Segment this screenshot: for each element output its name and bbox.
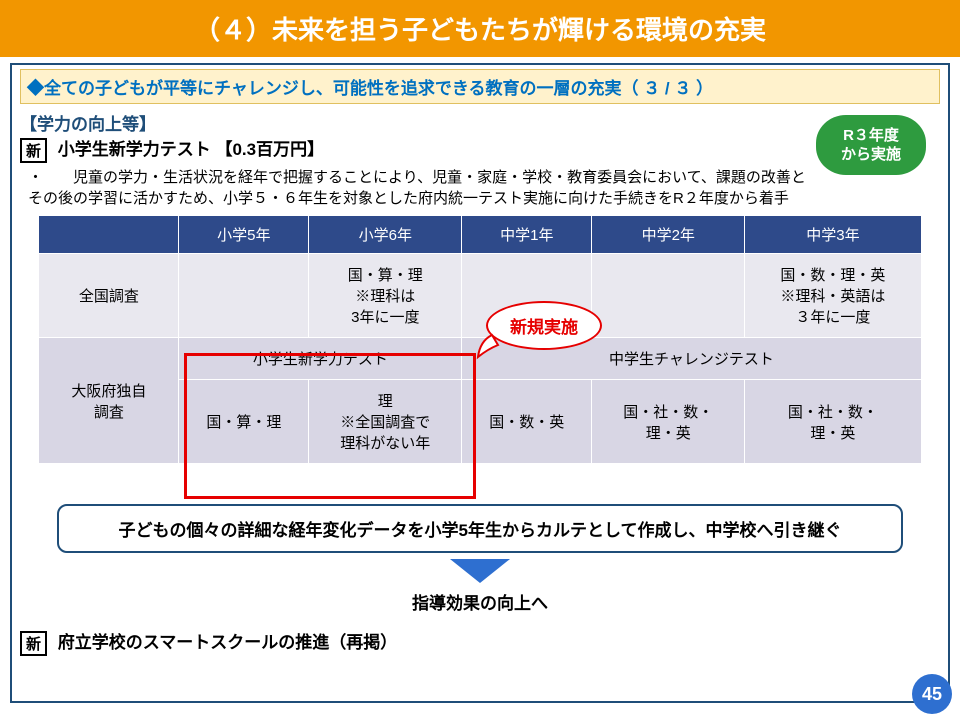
th-j2: 中学2年 bbox=[592, 216, 745, 254]
cell bbox=[179, 254, 309, 338]
down-arrow-icon bbox=[450, 559, 510, 583]
table-row-national: 全国調査 国・算・理※理科は3年に一度 国・数・理・英※理科・英語は３年に一度 bbox=[39, 254, 921, 338]
cell: 国・算・理※理科は3年に一度 bbox=[309, 254, 462, 338]
main-container: ◆全ての子どもが平等にチャレンジし、可能性を追求できる教育の一層の充実（ ３ /… bbox=[10, 63, 950, 703]
cell: 国・算・理 bbox=[179, 380, 309, 464]
cell: 国・数・理・英※理科・英語は３年に一度 bbox=[745, 254, 921, 338]
cell-osaka-label: 大阪府独自調査 bbox=[39, 338, 179, 464]
cell: 理※全国調査で理科がない年 bbox=[309, 380, 462, 464]
bottom-message-box: 子どもの個々の詳細な経年変化データを小学5年生からカルテとして作成し、中学校へ引… bbox=[57, 504, 903, 553]
cell-osaka-elem: 小学生新学力テスト bbox=[179, 338, 462, 380]
th-g5: 小学5年 bbox=[179, 216, 309, 254]
result-text: 指導効果の向上へ bbox=[20, 589, 940, 614]
th-j3: 中学3年 bbox=[745, 216, 921, 254]
cell-national-label: 全国調査 bbox=[39, 254, 179, 338]
subtitle-bar: ◆全ての子どもが平等にチャレンジし、可能性を追求できる教育の一層の充実（ ３ /… bbox=[20, 69, 940, 104]
cell: 国・数・英 bbox=[462, 380, 592, 464]
th-blank bbox=[39, 216, 179, 254]
callout-tail-icon bbox=[474, 331, 504, 361]
page-title: （４）未来を担う子どもたちが輝ける環境の充実 bbox=[0, 0, 960, 57]
th-g6: 小学6年 bbox=[309, 216, 462, 254]
green-badge: R３年度から実施 bbox=[816, 115, 926, 175]
body-text: ・ 児童の学力・生活状況を経年で把握することにより、児童・家庭・学校・教育委員会… bbox=[28, 167, 940, 209]
page-number-badge: 45 bbox=[912, 674, 952, 714]
new-tag: 新 bbox=[20, 138, 47, 163]
reposted-row: 新 府立学校のスマートスクールの推進（再掲） bbox=[20, 628, 940, 656]
th-j1: 中学1年 bbox=[462, 216, 592, 254]
new-tag: 新 bbox=[20, 631, 47, 656]
table-header-row: 小学5年 小学6年 中学1年 中学2年 中学3年 bbox=[39, 216, 921, 254]
cell bbox=[592, 254, 745, 338]
item-row: 新 小学生新学力テスト 【0.3百万円】 bbox=[20, 135, 940, 163]
cell: 国・社・数・理・英 bbox=[745, 380, 921, 464]
section-label: 【学力の向上等】 bbox=[20, 110, 940, 135]
item-title: 小学生新学力テスト 【0.3百万円】 bbox=[53, 140, 324, 159]
cell: 国・社・数・理・英 bbox=[592, 380, 745, 464]
reposted-label: 府立学校のスマートスクールの推進（再掲） bbox=[53, 633, 397, 652]
